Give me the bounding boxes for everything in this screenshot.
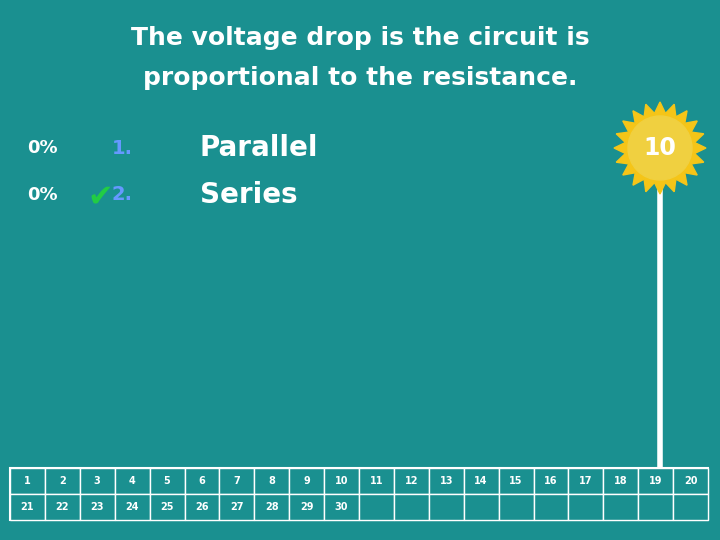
- Text: 2: 2: [59, 476, 66, 486]
- Bar: [150, 468, 184, 494]
- Bar: [568, 468, 603, 494]
- Bar: [638, 468, 673, 494]
- Bar: [498, 468, 534, 494]
- Text: 9: 9: [303, 476, 310, 486]
- Bar: [45, 494, 80, 520]
- Text: 19: 19: [649, 476, 662, 486]
- Text: 15: 15: [509, 476, 523, 486]
- Bar: [603, 494, 638, 520]
- Bar: [254, 468, 289, 494]
- Circle shape: [628, 116, 692, 180]
- Text: 13: 13: [439, 476, 453, 486]
- Bar: [498, 494, 534, 520]
- Bar: [394, 494, 429, 520]
- Text: 30: 30: [335, 502, 348, 512]
- Bar: [220, 468, 254, 494]
- Text: Series: Series: [200, 181, 297, 209]
- Text: 1: 1: [24, 476, 31, 486]
- Text: 21: 21: [21, 502, 35, 512]
- Text: 18: 18: [614, 476, 628, 486]
- Text: 0%: 0%: [27, 139, 58, 157]
- Bar: [638, 494, 673, 520]
- Text: 8: 8: [269, 476, 275, 486]
- Text: 20: 20: [684, 476, 697, 486]
- Text: 3: 3: [94, 476, 101, 486]
- Bar: [220, 494, 254, 520]
- Text: 0%: 0%: [27, 186, 58, 204]
- Bar: [568, 494, 603, 520]
- Text: 10: 10: [335, 476, 348, 486]
- Text: 29: 29: [300, 502, 313, 512]
- Bar: [359, 494, 394, 520]
- Bar: [394, 468, 429, 494]
- Text: The voltage drop is the circuit is: The voltage drop is the circuit is: [131, 26, 589, 50]
- Text: 14: 14: [474, 476, 488, 486]
- Text: 4: 4: [129, 476, 135, 486]
- Bar: [429, 468, 464, 494]
- Bar: [150, 494, 184, 520]
- Text: 17: 17: [579, 476, 593, 486]
- Bar: [534, 494, 568, 520]
- Text: 25: 25: [161, 502, 174, 512]
- Text: 23: 23: [91, 502, 104, 512]
- Text: 26: 26: [195, 502, 209, 512]
- Bar: [673, 468, 708, 494]
- Circle shape: [640, 128, 680, 168]
- Bar: [289, 494, 324, 520]
- Bar: [45, 468, 80, 494]
- Text: 12: 12: [405, 476, 418, 486]
- Polygon shape: [614, 102, 706, 194]
- Text: 28: 28: [265, 502, 279, 512]
- Bar: [114, 468, 150, 494]
- Text: 22: 22: [55, 502, 69, 512]
- Text: 2.: 2.: [112, 186, 132, 205]
- Text: 24: 24: [125, 502, 139, 512]
- Bar: [603, 468, 638, 494]
- Bar: [464, 494, 498, 520]
- Bar: [184, 494, 220, 520]
- Bar: [80, 468, 114, 494]
- Bar: [359, 468, 394, 494]
- Text: 1.: 1.: [112, 138, 132, 158]
- Bar: [10, 494, 45, 520]
- Text: ✔: ✔: [87, 183, 113, 212]
- Bar: [534, 468, 568, 494]
- Text: 11: 11: [369, 476, 383, 486]
- Text: 27: 27: [230, 502, 243, 512]
- Text: proportional to the resistance.: proportional to the resistance.: [143, 66, 577, 90]
- Bar: [184, 468, 220, 494]
- Bar: [289, 468, 324, 494]
- Text: 6: 6: [199, 476, 205, 486]
- Bar: [80, 494, 114, 520]
- Bar: [324, 468, 359, 494]
- Text: 10: 10: [644, 136, 676, 160]
- Text: Parallel: Parallel: [200, 134, 318, 162]
- Circle shape: [635, 123, 685, 173]
- Bar: [464, 468, 498, 494]
- Bar: [10, 468, 45, 494]
- Bar: [254, 494, 289, 520]
- Bar: [673, 494, 708, 520]
- Bar: [10, 468, 708, 520]
- Bar: [324, 494, 359, 520]
- Bar: [429, 494, 464, 520]
- Text: 16: 16: [544, 476, 558, 486]
- Text: 5: 5: [163, 476, 171, 486]
- Text: 7: 7: [233, 476, 240, 486]
- Bar: [114, 494, 150, 520]
- Circle shape: [630, 118, 690, 178]
